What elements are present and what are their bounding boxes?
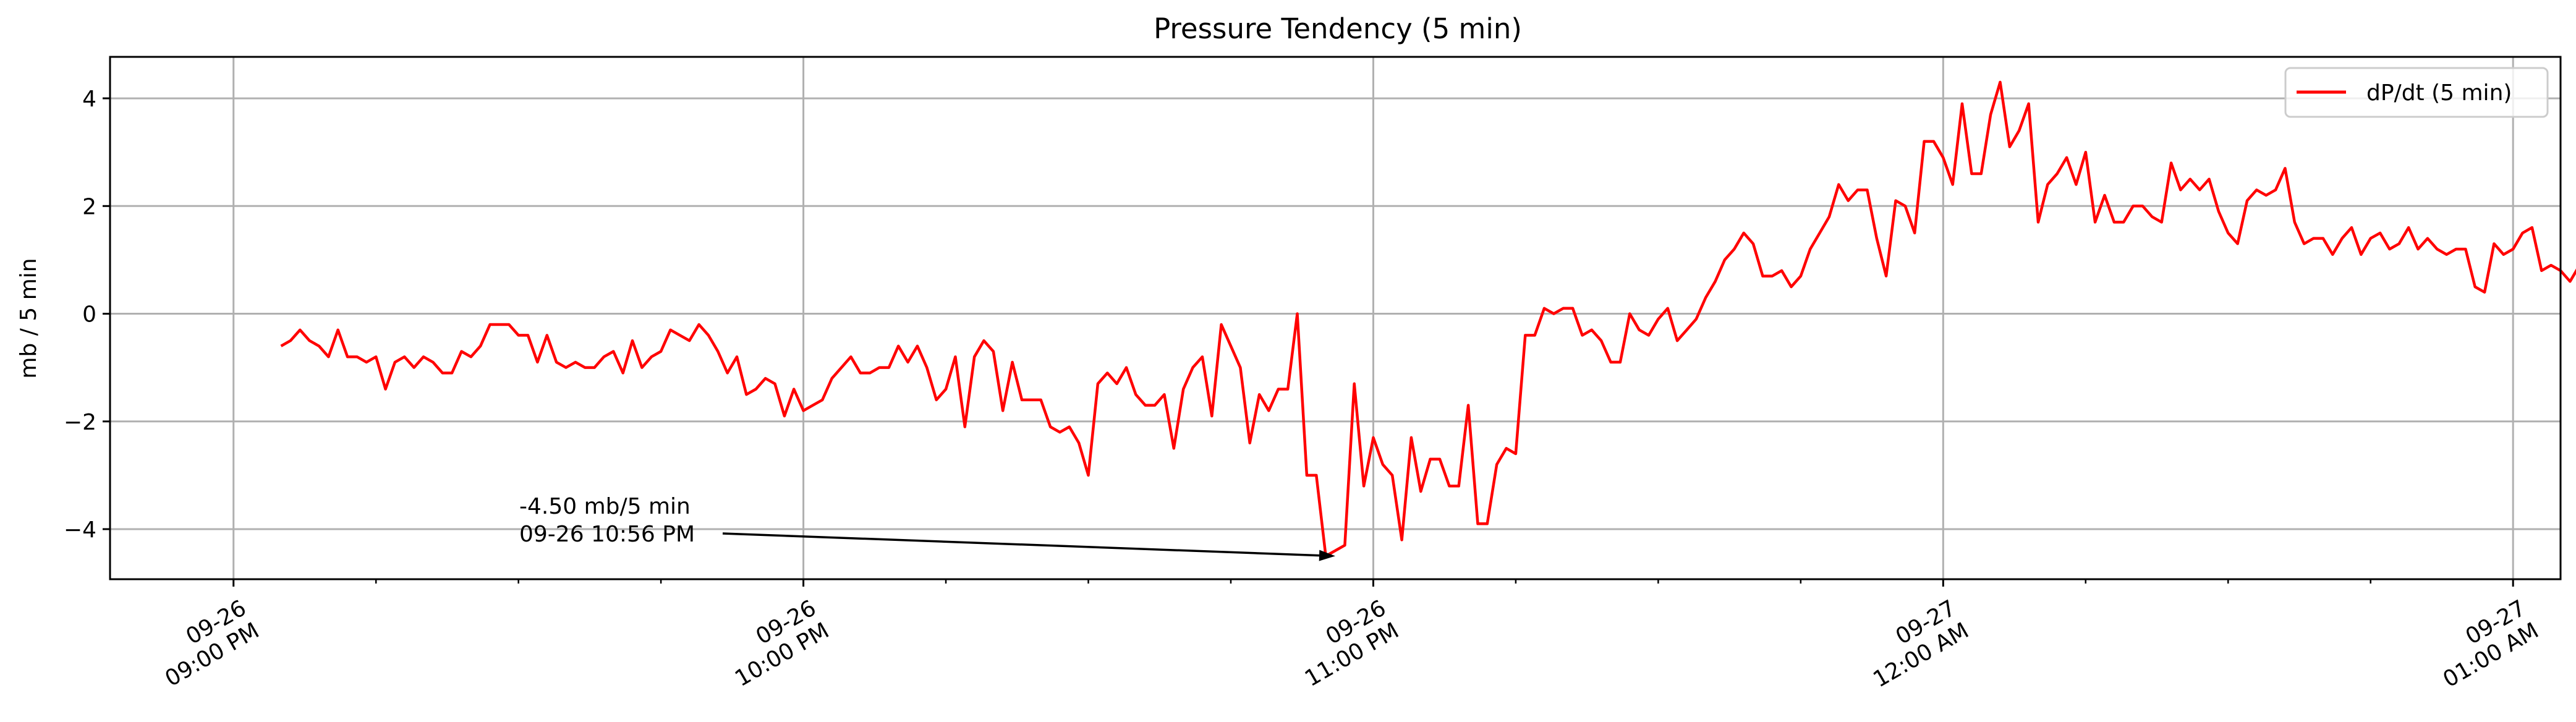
annotation-line-2: 09-26 10:56 PM (519, 522, 695, 547)
annotation-arrow (722, 532, 1320, 557)
legend-label: dP/dt (5 min) (2366, 80, 2512, 106)
y-tick-label: 0 (82, 302, 96, 328)
y-tick-label: 2 (82, 194, 96, 219)
series-layer (280, 80, 2576, 558)
plot-frame (109, 56, 2562, 580)
y-axis-label: mb / 5 min (16, 258, 41, 378)
y-tick-label: −4 (64, 517, 96, 543)
chart-title: Pressure Tendency (5 min) (1154, 12, 1522, 45)
legend: dP/dt (5 min) (2284, 67, 2549, 118)
y-tick-label: −2 (64, 410, 96, 435)
grid (110, 57, 2561, 579)
annotation-line-1: -4.50 mb/5 min (519, 494, 691, 519)
annotation-arrowhead (1319, 550, 1335, 561)
min-annotation: -4.50 mb/5 min 09-26 10:56 PM (519, 494, 1335, 561)
series-line (280, 80, 2576, 558)
legend-box (2284, 67, 2549, 118)
plot-area (110, 57, 2561, 579)
y-tick-label: 4 (82, 87, 96, 112)
